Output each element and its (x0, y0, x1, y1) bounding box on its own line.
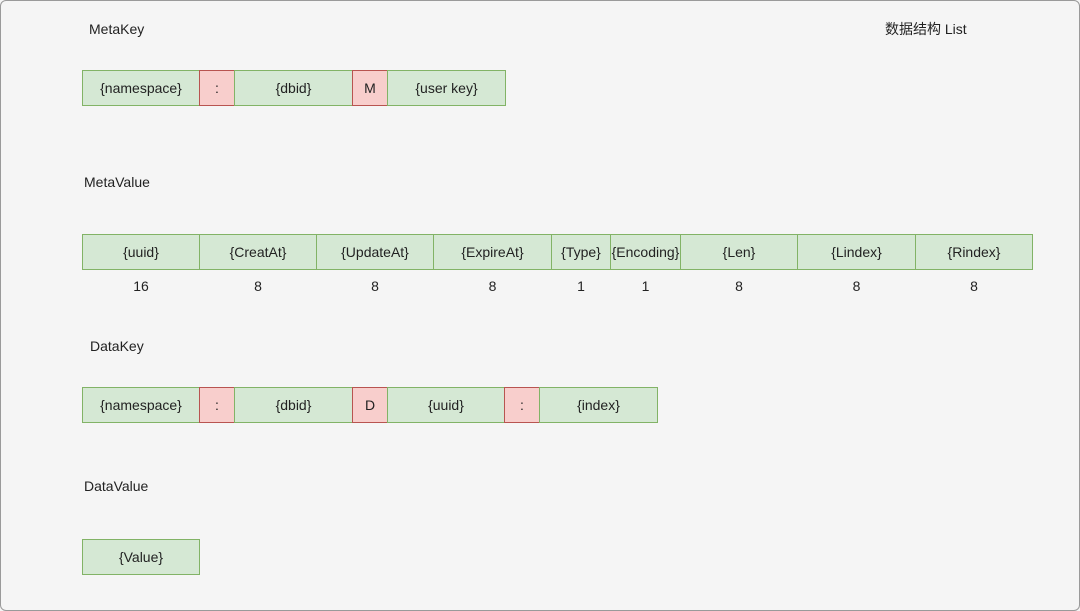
metakey-user-key-cell: {user key} (387, 70, 506, 106)
metakey-colon-cell: : (199, 70, 235, 106)
datakey-index-cell: {index} (539, 387, 658, 423)
metavalue-size-len: 8 (735, 278, 743, 294)
metavalue-type-cell: {Type} (551, 234, 611, 270)
metavalue-size-type: 1 (577, 278, 585, 294)
metakey-namespace-cell: {namespace} (82, 70, 200, 106)
metavalue-size-creatat: 8 (254, 278, 262, 294)
metavalue-encoding-cell: {Encoding} (610, 234, 681, 270)
datakey-type-marker-cell: D (352, 387, 388, 423)
metavalue-uuid-cell: {uuid} (82, 234, 200, 270)
datavalue-value-cell: {Value} (82, 539, 200, 575)
metakey-type-marker-cell: M (352, 70, 388, 106)
metavalue-updateat-cell: {UpdateAt} (316, 234, 434, 270)
datakey-colon-cell: : (199, 387, 235, 423)
datavalue-label: DataValue (84, 478, 149, 494)
metavalue-size-updateat: 8 (371, 278, 379, 294)
metavalue-label: MetaValue (84, 174, 150, 190)
metakey-dbid-cell: {dbid} (234, 70, 353, 106)
datakey-colon-2-cell: : (504, 387, 540, 423)
metavalue-lindex-cell: {Lindex} (797, 234, 916, 270)
metavalue-len-cell: {Len} (680, 234, 798, 270)
metavalue-rindex-cell: {Rindex} (915, 234, 1033, 270)
metakey-label: MetaKey (89, 21, 145, 37)
metavalue-size-encoding: 1 (641, 278, 650, 294)
metavalue-size-uuid: 16 (133, 278, 149, 294)
metavalue-expireat-cell: {ExpireAt} (433, 234, 552, 270)
datakey-label: DataKey (90, 338, 144, 354)
datakey-namespace-cell: {namespace} (82, 387, 200, 423)
datakey-uuid-cell: {uuid} (387, 387, 505, 423)
metavalue-size-lindex: 8 (852, 278, 861, 294)
diagram-title: 数据结构 List (885, 21, 967, 37)
metavalue-size-expireat: 8 (488, 278, 497, 294)
metavalue-size-rindex: 8 (970, 278, 978, 294)
datakey-dbid-cell: {dbid} (234, 387, 353, 423)
metavalue-creatat-cell: {CreatAt} (199, 234, 317, 270)
